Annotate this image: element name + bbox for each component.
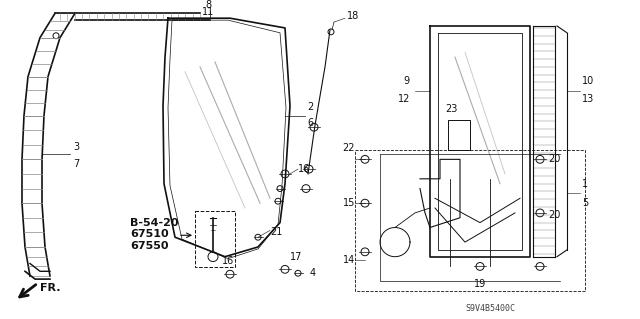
- Text: S9V4B5400C: S9V4B5400C: [465, 304, 515, 313]
- Text: 67550: 67550: [130, 241, 168, 251]
- Text: FR.: FR.: [40, 283, 61, 293]
- Text: 18: 18: [347, 11, 359, 21]
- Text: 4: 4: [310, 268, 316, 278]
- Text: 23: 23: [445, 104, 458, 114]
- Text: 12: 12: [397, 94, 410, 104]
- Text: 15: 15: [342, 198, 355, 208]
- Text: 17: 17: [290, 252, 302, 262]
- Text: 16: 16: [298, 164, 310, 174]
- Text: 2: 2: [307, 102, 313, 112]
- Text: 20: 20: [548, 154, 561, 164]
- Text: 16: 16: [222, 256, 234, 266]
- Text: 6: 6: [307, 118, 313, 129]
- Text: 67510: 67510: [130, 229, 168, 239]
- Text: 7: 7: [73, 160, 79, 169]
- Text: 9: 9: [404, 76, 410, 86]
- Text: 5: 5: [582, 198, 588, 208]
- Text: 11: 11: [202, 7, 214, 17]
- Text: 10: 10: [582, 76, 595, 86]
- Text: B-54-20: B-54-20: [130, 218, 179, 228]
- Text: 3: 3: [73, 142, 79, 152]
- Text: 13: 13: [582, 94, 595, 104]
- Text: 19: 19: [474, 279, 486, 289]
- Text: 20: 20: [548, 210, 561, 220]
- Text: 8: 8: [205, 0, 211, 11]
- Text: 22: 22: [342, 143, 355, 153]
- Text: 1: 1: [582, 179, 588, 189]
- Text: 14: 14: [343, 255, 355, 265]
- Text: 21: 21: [270, 227, 282, 237]
